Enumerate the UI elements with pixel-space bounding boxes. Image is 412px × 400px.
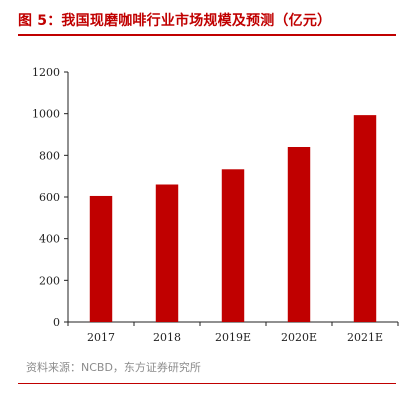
chart-title: 图 5：我国现磨咖啡行业市场规模及预测（亿元） xyxy=(18,13,332,29)
bar-2018 xyxy=(155,184,179,322)
y-tick-label: 400 xyxy=(39,233,60,246)
bar-2020E xyxy=(287,147,311,322)
y-tick-label: 1000 xyxy=(32,108,60,121)
y-tick-label: 800 xyxy=(39,149,60,162)
bar-2021E xyxy=(353,115,377,322)
y-tick-label: 200 xyxy=(39,274,60,287)
y-tick-label: 600 xyxy=(39,191,60,204)
y-tick-label: 0 xyxy=(53,316,60,329)
bars xyxy=(89,115,377,322)
title-rule xyxy=(18,34,396,36)
x-tick-label: 2019E xyxy=(215,331,251,344)
y-tick-label: 1200 xyxy=(32,66,60,79)
x-tick-label: 2018 xyxy=(153,331,181,344)
x-tick-label: 2020E xyxy=(281,331,317,344)
source-note: 资料来源：NCBD，东方证券研究所 xyxy=(26,361,201,374)
x-tick-label: 2017 xyxy=(87,331,115,344)
x-tick-label: 2021E xyxy=(347,331,383,344)
x-axis: 2017 2018 2019E 2020E 2021E xyxy=(67,321,399,344)
footer-rule xyxy=(18,383,396,384)
y-axis: 0 200 400 600 800 1000 1200 xyxy=(32,66,69,329)
bar-2019E xyxy=(221,169,245,322)
bar-2017 xyxy=(89,195,113,322)
